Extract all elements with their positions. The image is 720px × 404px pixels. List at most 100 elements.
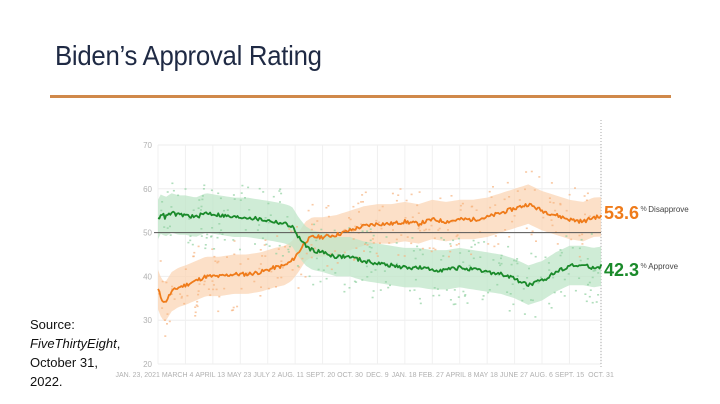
disapprove-poll-dot xyxy=(470,253,473,256)
approve-poll-dot xyxy=(288,245,291,248)
x-tick-label: SEPT. 20 xyxy=(306,372,335,379)
x-tick-label: OCT. 31 xyxy=(588,372,614,379)
disapprove-poll-dot xyxy=(239,263,242,265)
disapprove-poll-dot xyxy=(276,235,279,237)
disapprove-poll-dot xyxy=(503,198,506,201)
disapprove-poll-dot xyxy=(171,285,174,288)
approve-poll-dot xyxy=(571,247,574,249)
approve-line xyxy=(157,210,602,288)
approve-poll-dot xyxy=(369,239,372,242)
approve-poll-dot xyxy=(468,264,471,267)
approve-poll-dot xyxy=(278,190,281,192)
x-tick-label: JAN. 18 xyxy=(392,372,417,379)
disapprove-poll-dot xyxy=(392,229,394,231)
approve-poll-dot xyxy=(512,303,515,306)
disapprove-poll-dot xyxy=(366,244,369,246)
disapprove-poll-dot xyxy=(233,240,236,242)
approve-poll-dot xyxy=(472,239,475,242)
disapprove-poll-dot xyxy=(511,220,514,223)
disapprove-poll-dot xyxy=(530,233,533,236)
approve-poll-dot xyxy=(463,295,466,297)
approve-poll-dot xyxy=(470,246,473,248)
disapprove-poll-dot xyxy=(171,288,173,290)
disapprove-poll-dot xyxy=(296,226,298,228)
approve-poll-dot xyxy=(462,290,465,293)
disapprove-poll-dot xyxy=(381,205,384,208)
disapprove-poll-dot xyxy=(490,196,493,198)
approve-poll-dot xyxy=(588,295,591,298)
approve-poll-dot xyxy=(500,254,503,257)
approve-poll-dot xyxy=(500,262,503,265)
disapprove-poll-dot xyxy=(570,238,573,241)
approve-poll-dot xyxy=(589,289,592,291)
approve-poll-dot xyxy=(256,229,259,231)
approve-poll-dot xyxy=(258,224,261,226)
disapprove-poll-dot xyxy=(192,255,195,258)
disapprove-poll-dot xyxy=(233,253,236,256)
disapprove-poll-dot xyxy=(343,228,346,231)
approve-poll-dot xyxy=(244,229,247,231)
disapprove-poll-dot xyxy=(259,295,262,297)
approve-poll-dot xyxy=(488,289,491,291)
disapprove-poll-dot xyxy=(524,188,526,191)
approve-poll-dot xyxy=(418,297,421,300)
approve-poll-dot xyxy=(169,234,172,236)
disapprove-poll-dot xyxy=(470,205,473,208)
disapprove-poll-dot xyxy=(417,227,420,230)
approve-poll-dot xyxy=(409,289,411,292)
disapprove-poll-dot xyxy=(535,240,537,242)
approve-poll-dot xyxy=(440,259,443,261)
approve-poll-dot xyxy=(462,261,465,263)
source-date-line1: October 31, xyxy=(30,355,98,370)
disapprove-poll-dot xyxy=(391,221,394,224)
disapprove-poll-dot xyxy=(583,220,586,223)
disapprove-poll-dot xyxy=(395,238,398,241)
disapprove-poll-dot xyxy=(352,230,355,232)
disapprove-poll-dot xyxy=(375,252,378,255)
disapprove-poll-dot xyxy=(334,250,337,252)
approve-poll-dot xyxy=(287,248,290,251)
approve-poll-dot xyxy=(548,269,551,271)
disapprove-poll-dot xyxy=(550,219,553,221)
disapprove-poll-dot xyxy=(397,194,400,196)
disapprove-poll-dot xyxy=(275,286,277,288)
disapprove-poll-dot xyxy=(311,223,313,226)
x-tick-label: MARCH 4 xyxy=(162,372,194,379)
approve-poll-dot xyxy=(188,218,191,220)
approve-poll-dot xyxy=(254,243,256,245)
disapprove-poll-dot xyxy=(428,228,431,231)
approve-poll-dot xyxy=(370,271,373,273)
approve-poll-dot xyxy=(322,269,325,271)
approve-poll-dot xyxy=(560,291,563,293)
disapprove-poll-dot xyxy=(461,202,464,205)
approve-poll-dot xyxy=(286,216,289,218)
approve-poll-dot xyxy=(498,262,501,264)
disapprove-poll-dot xyxy=(310,228,313,231)
disapprove-poll-dot xyxy=(399,188,402,190)
approve-poll-dot xyxy=(389,284,391,287)
approve-poll-dot xyxy=(526,277,529,279)
approve-poll-dot xyxy=(419,249,422,251)
approve-poll-dot xyxy=(171,182,174,185)
approve-poll-dot xyxy=(513,259,516,262)
approve-poll-dot xyxy=(219,197,222,200)
approve-poll-dot xyxy=(279,188,282,190)
approve-poll-dot xyxy=(315,239,318,242)
approve-poll-dot xyxy=(343,290,346,293)
disapprove-poll-dot xyxy=(363,250,365,252)
disapprove-poll-dot xyxy=(438,227,441,230)
disapprove-poll-dot xyxy=(207,288,210,290)
approve-poll-dot xyxy=(308,275,311,278)
approve-poll-dot xyxy=(315,257,318,260)
disapprove-poll-dot xyxy=(525,171,528,173)
disapprove-poll-dot xyxy=(165,281,168,284)
disapprove-poll-dot xyxy=(173,298,176,300)
disapprove-poll-dot xyxy=(325,206,328,209)
approve-poll-dot xyxy=(459,252,462,254)
disapprove-band xyxy=(158,184,601,321)
disapprove-poll-dot xyxy=(168,320,171,323)
disapprove-poll-dot xyxy=(161,280,164,283)
disapprove-poll-dot xyxy=(416,204,419,207)
disapprove-poll-dot xyxy=(565,209,568,212)
disapprove-poll-dot xyxy=(184,268,187,270)
